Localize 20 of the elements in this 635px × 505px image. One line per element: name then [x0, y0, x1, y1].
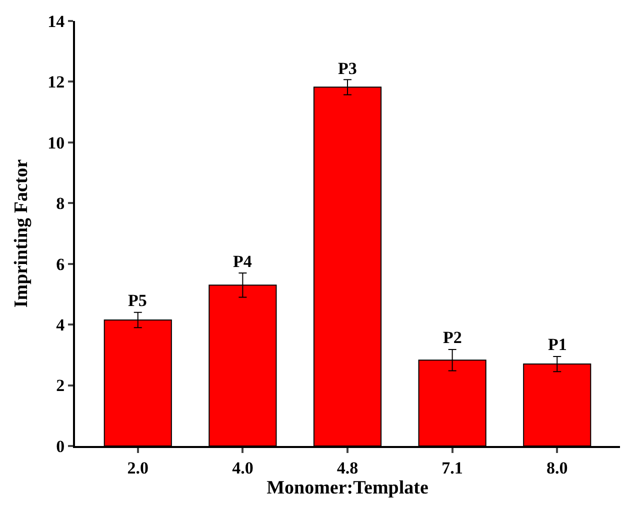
x-axis-title: Monomer:Template	[266, 477, 428, 498]
annotation: P2	[443, 328, 462, 347]
y-axis-title: Imprinting Factor	[10, 158, 32, 308]
annotation: P4	[233, 252, 252, 271]
y-tick-label: 8	[56, 194, 65, 214]
annotation: P3	[338, 59, 357, 78]
x-tick-label: 4.0	[232, 458, 254, 478]
x-tick-label: 2.0	[127, 458, 149, 478]
y-tick-label: 14	[48, 12, 66, 31]
x-tick-label: 4.8	[336, 458, 358, 478]
y-tick-label: 4	[56, 316, 66, 335]
annotation: P5	[128, 291, 147, 310]
y-tick-label: 10	[48, 133, 65, 152]
y-tick-label: 12	[48, 72, 65, 92]
x-tick-label: 7.1	[442, 458, 463, 478]
annotation: P1	[548, 335, 567, 354]
y-tick-label: 2	[56, 376, 65, 396]
y-tick-label: 6	[56, 254, 65, 274]
y-tick-label: 0	[56, 436, 65, 456]
x-tick-label: 8.0	[546, 458, 568, 478]
